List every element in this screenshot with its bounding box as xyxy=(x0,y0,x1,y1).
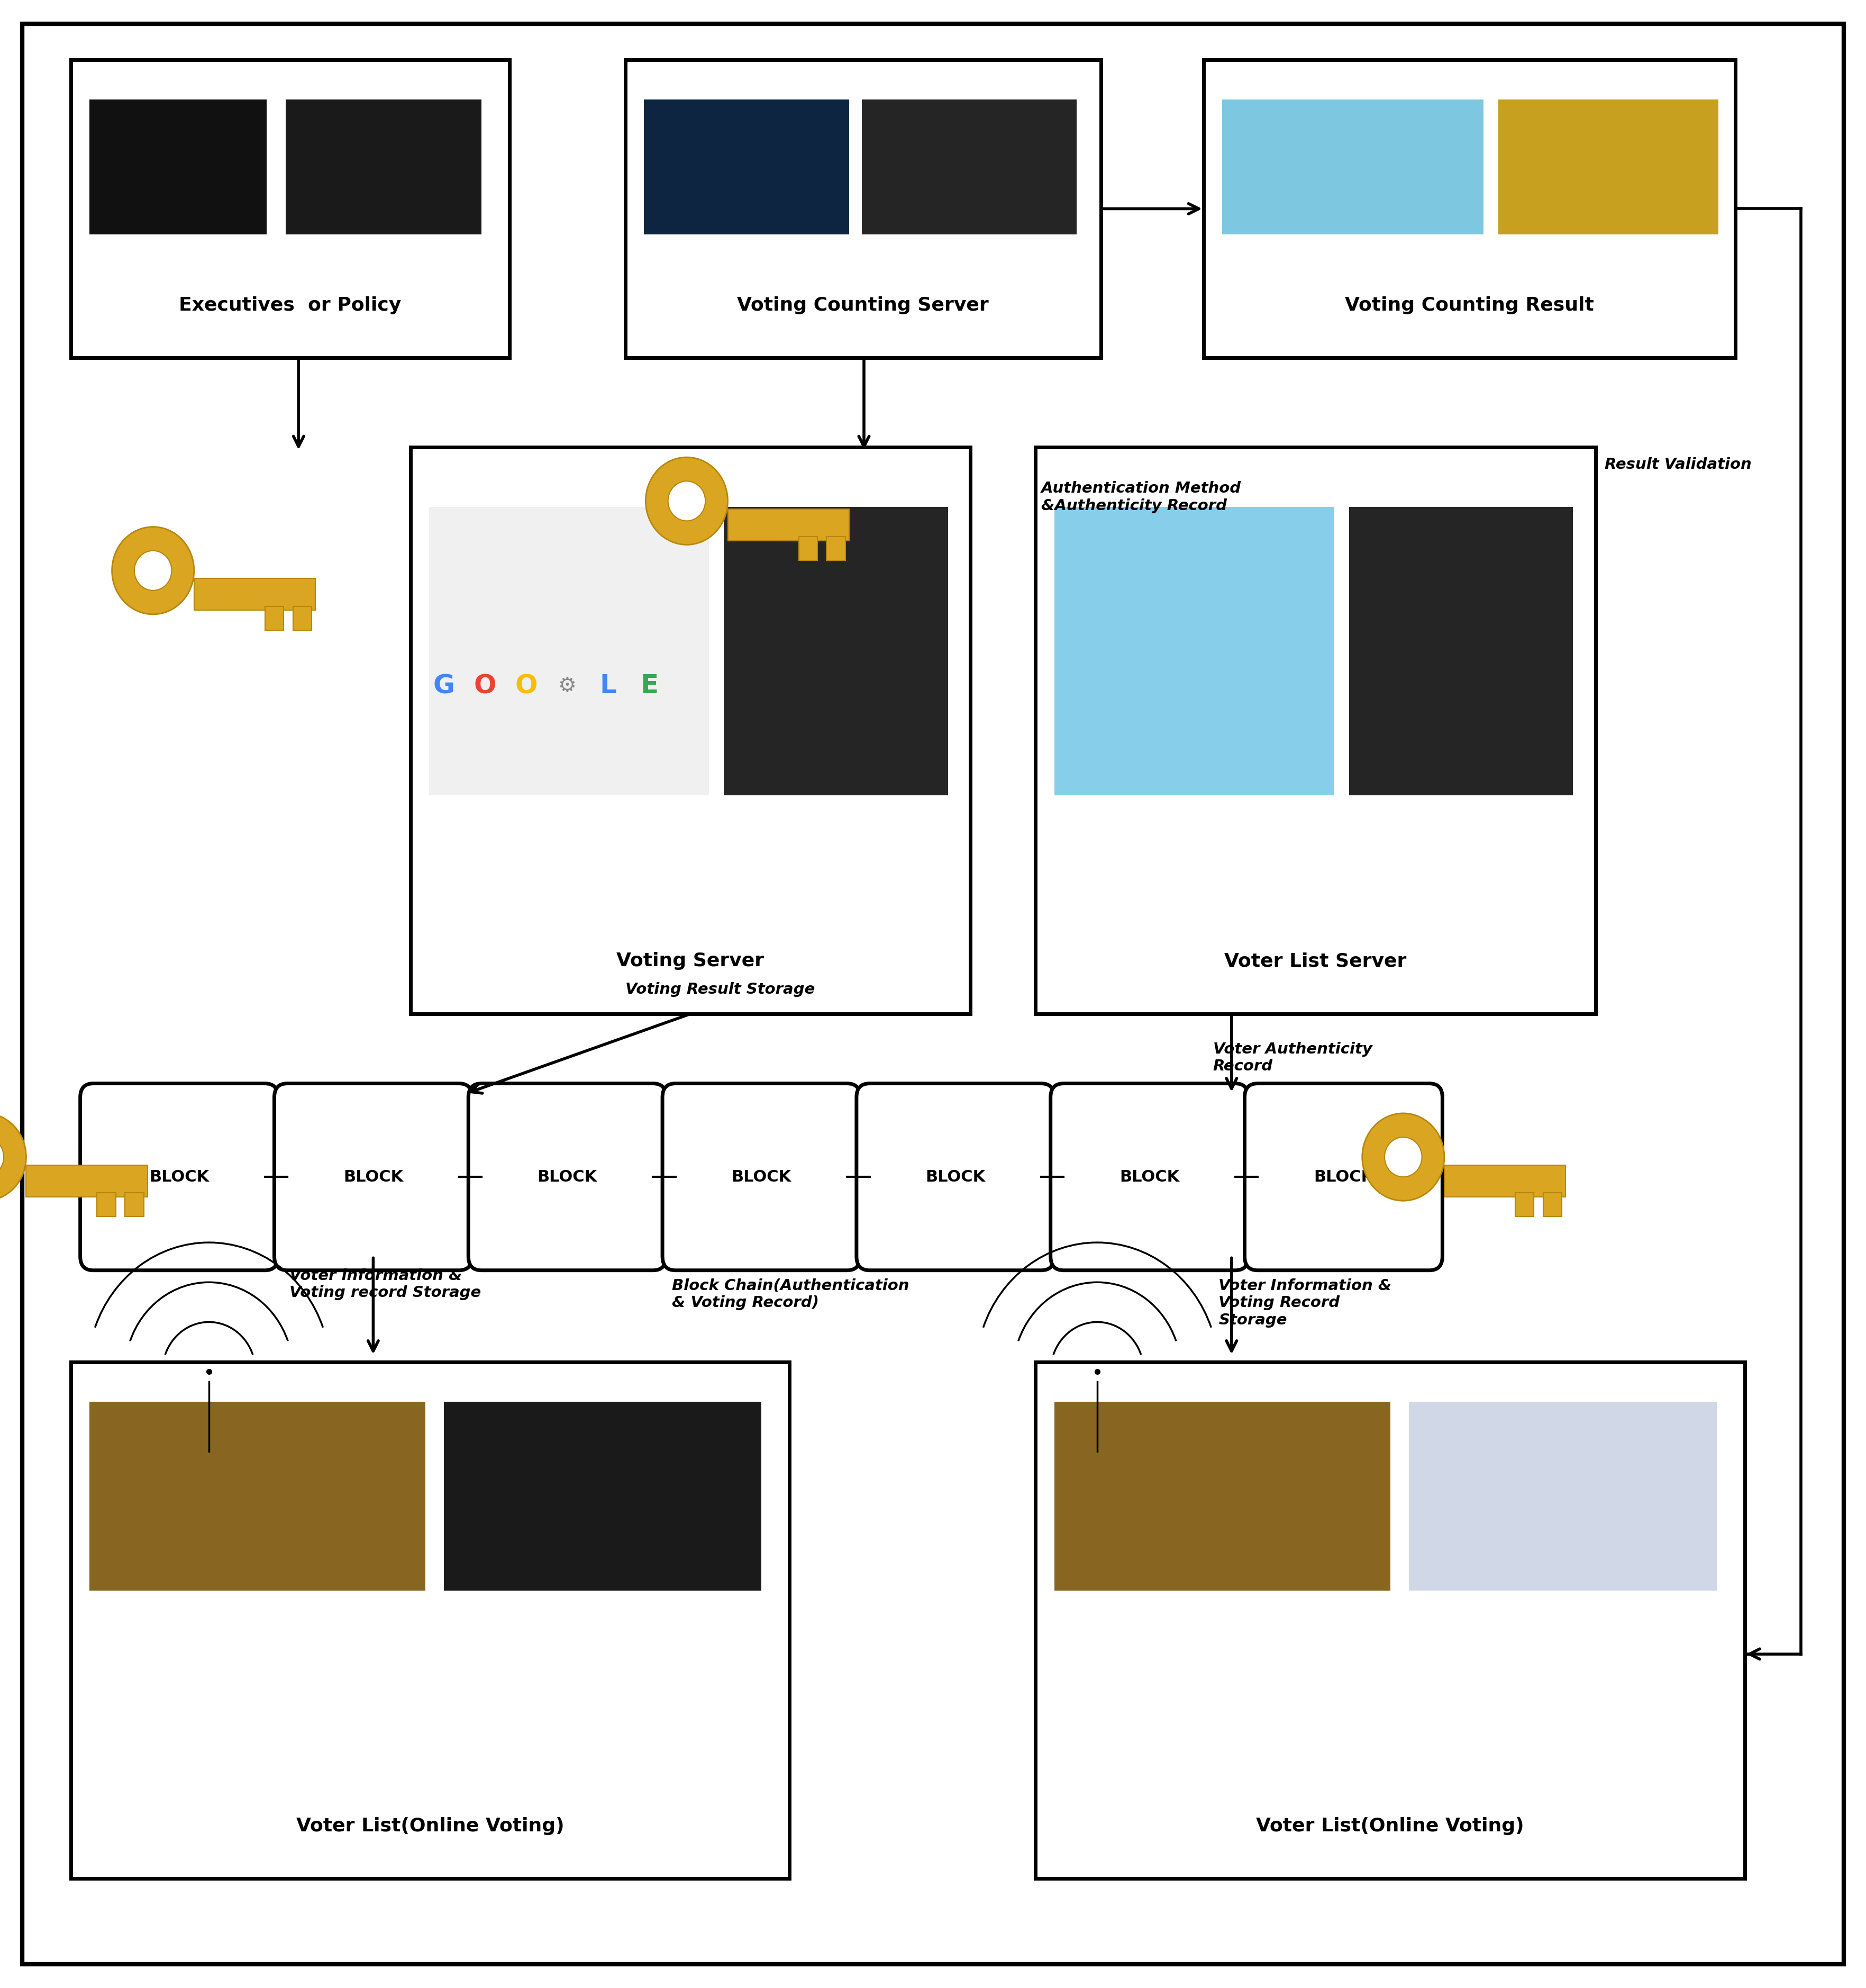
Text: BLOCK: BLOCK xyxy=(537,1169,597,1185)
FancyBboxPatch shape xyxy=(125,1193,144,1217)
Circle shape xyxy=(0,1137,4,1177)
FancyBboxPatch shape xyxy=(1409,1402,1717,1590)
Text: L: L xyxy=(599,674,618,698)
FancyBboxPatch shape xyxy=(1515,1193,1534,1217)
Text: Voting Server: Voting Server xyxy=(616,952,765,970)
Text: BLOCK: BLOCK xyxy=(1120,1169,1179,1185)
FancyBboxPatch shape xyxy=(90,99,267,235)
FancyBboxPatch shape xyxy=(799,537,817,561)
FancyBboxPatch shape xyxy=(71,60,509,358)
Text: O: O xyxy=(515,674,537,698)
FancyBboxPatch shape xyxy=(22,24,1844,1964)
Text: E: E xyxy=(640,674,659,698)
Text: Voter Authenticity
Record: Voter Authenticity Record xyxy=(1213,1042,1372,1074)
FancyBboxPatch shape xyxy=(728,509,849,541)
Text: Result Validation: Result Validation xyxy=(1605,457,1752,471)
Text: BLOCK: BLOCK xyxy=(149,1169,209,1185)
FancyBboxPatch shape xyxy=(285,99,481,235)
FancyBboxPatch shape xyxy=(1349,507,1573,795)
Text: G: G xyxy=(433,674,455,698)
FancyBboxPatch shape xyxy=(1036,447,1595,1014)
FancyBboxPatch shape xyxy=(1036,1362,1745,1879)
FancyBboxPatch shape xyxy=(90,1402,425,1590)
Text: Authentication Method
&Authenticity Record: Authentication Method &Authenticity Reco… xyxy=(1041,481,1241,513)
FancyBboxPatch shape xyxy=(1543,1193,1562,1217)
Text: Voter List(Online Voting): Voter List(Online Voting) xyxy=(297,1817,564,1835)
FancyBboxPatch shape xyxy=(265,606,284,630)
FancyBboxPatch shape xyxy=(1204,60,1735,358)
Text: BLOCK: BLOCK xyxy=(343,1169,403,1185)
Text: Voter information &
Voting record Storage: Voter information & Voting record Storag… xyxy=(289,1268,481,1300)
FancyBboxPatch shape xyxy=(1054,507,1334,795)
FancyBboxPatch shape xyxy=(468,1083,666,1270)
Text: Block Chain(Authentication
& Voting Record): Block Chain(Authentication & Voting Reco… xyxy=(672,1278,909,1310)
FancyBboxPatch shape xyxy=(26,1165,147,1197)
FancyBboxPatch shape xyxy=(80,1083,278,1270)
FancyBboxPatch shape xyxy=(411,447,970,1014)
Text: BLOCK: BLOCK xyxy=(731,1169,791,1185)
Circle shape xyxy=(134,551,172,590)
Circle shape xyxy=(1362,1113,1444,1201)
FancyBboxPatch shape xyxy=(293,606,312,630)
FancyBboxPatch shape xyxy=(1444,1165,1566,1197)
Text: Voter List(Online Voting): Voter List(Online Voting) xyxy=(1256,1817,1525,1835)
FancyBboxPatch shape xyxy=(827,537,845,561)
FancyBboxPatch shape xyxy=(1054,1402,1390,1590)
FancyBboxPatch shape xyxy=(1245,1083,1442,1270)
Text: O: O xyxy=(474,674,496,698)
FancyBboxPatch shape xyxy=(274,1083,472,1270)
Text: Voting Counting Server: Voting Counting Server xyxy=(737,296,989,314)
FancyBboxPatch shape xyxy=(1222,99,1483,235)
Text: Executives  or Policy: Executives or Policy xyxy=(179,296,401,314)
Text: ⚙: ⚙ xyxy=(558,676,577,696)
FancyBboxPatch shape xyxy=(444,1402,761,1590)
Text: Voting Result Storage: Voting Result Storage xyxy=(625,982,815,996)
FancyBboxPatch shape xyxy=(1051,1083,1248,1270)
Circle shape xyxy=(1385,1137,1422,1177)
Text: Voter List Server: Voter List Server xyxy=(1224,952,1407,970)
FancyBboxPatch shape xyxy=(862,99,1077,235)
FancyBboxPatch shape xyxy=(97,1193,116,1217)
Circle shape xyxy=(112,527,194,614)
FancyBboxPatch shape xyxy=(1498,99,1719,235)
Text: Voting Counting Result: Voting Counting Result xyxy=(1345,296,1594,314)
FancyBboxPatch shape xyxy=(71,1362,789,1879)
FancyBboxPatch shape xyxy=(724,507,948,795)
Circle shape xyxy=(646,457,728,545)
FancyBboxPatch shape xyxy=(194,579,315,610)
Text: Voter Information &
Voting Record
Storage: Voter Information & Voting Record Storag… xyxy=(1218,1278,1392,1328)
FancyBboxPatch shape xyxy=(625,60,1101,358)
FancyBboxPatch shape xyxy=(856,1083,1054,1270)
Text: BLOCK: BLOCK xyxy=(1314,1169,1373,1185)
FancyBboxPatch shape xyxy=(429,507,709,795)
Text: BLOCK: BLOCK xyxy=(926,1169,985,1185)
Circle shape xyxy=(668,481,705,521)
Circle shape xyxy=(0,1113,26,1201)
FancyBboxPatch shape xyxy=(644,99,849,235)
FancyBboxPatch shape xyxy=(662,1083,860,1270)
